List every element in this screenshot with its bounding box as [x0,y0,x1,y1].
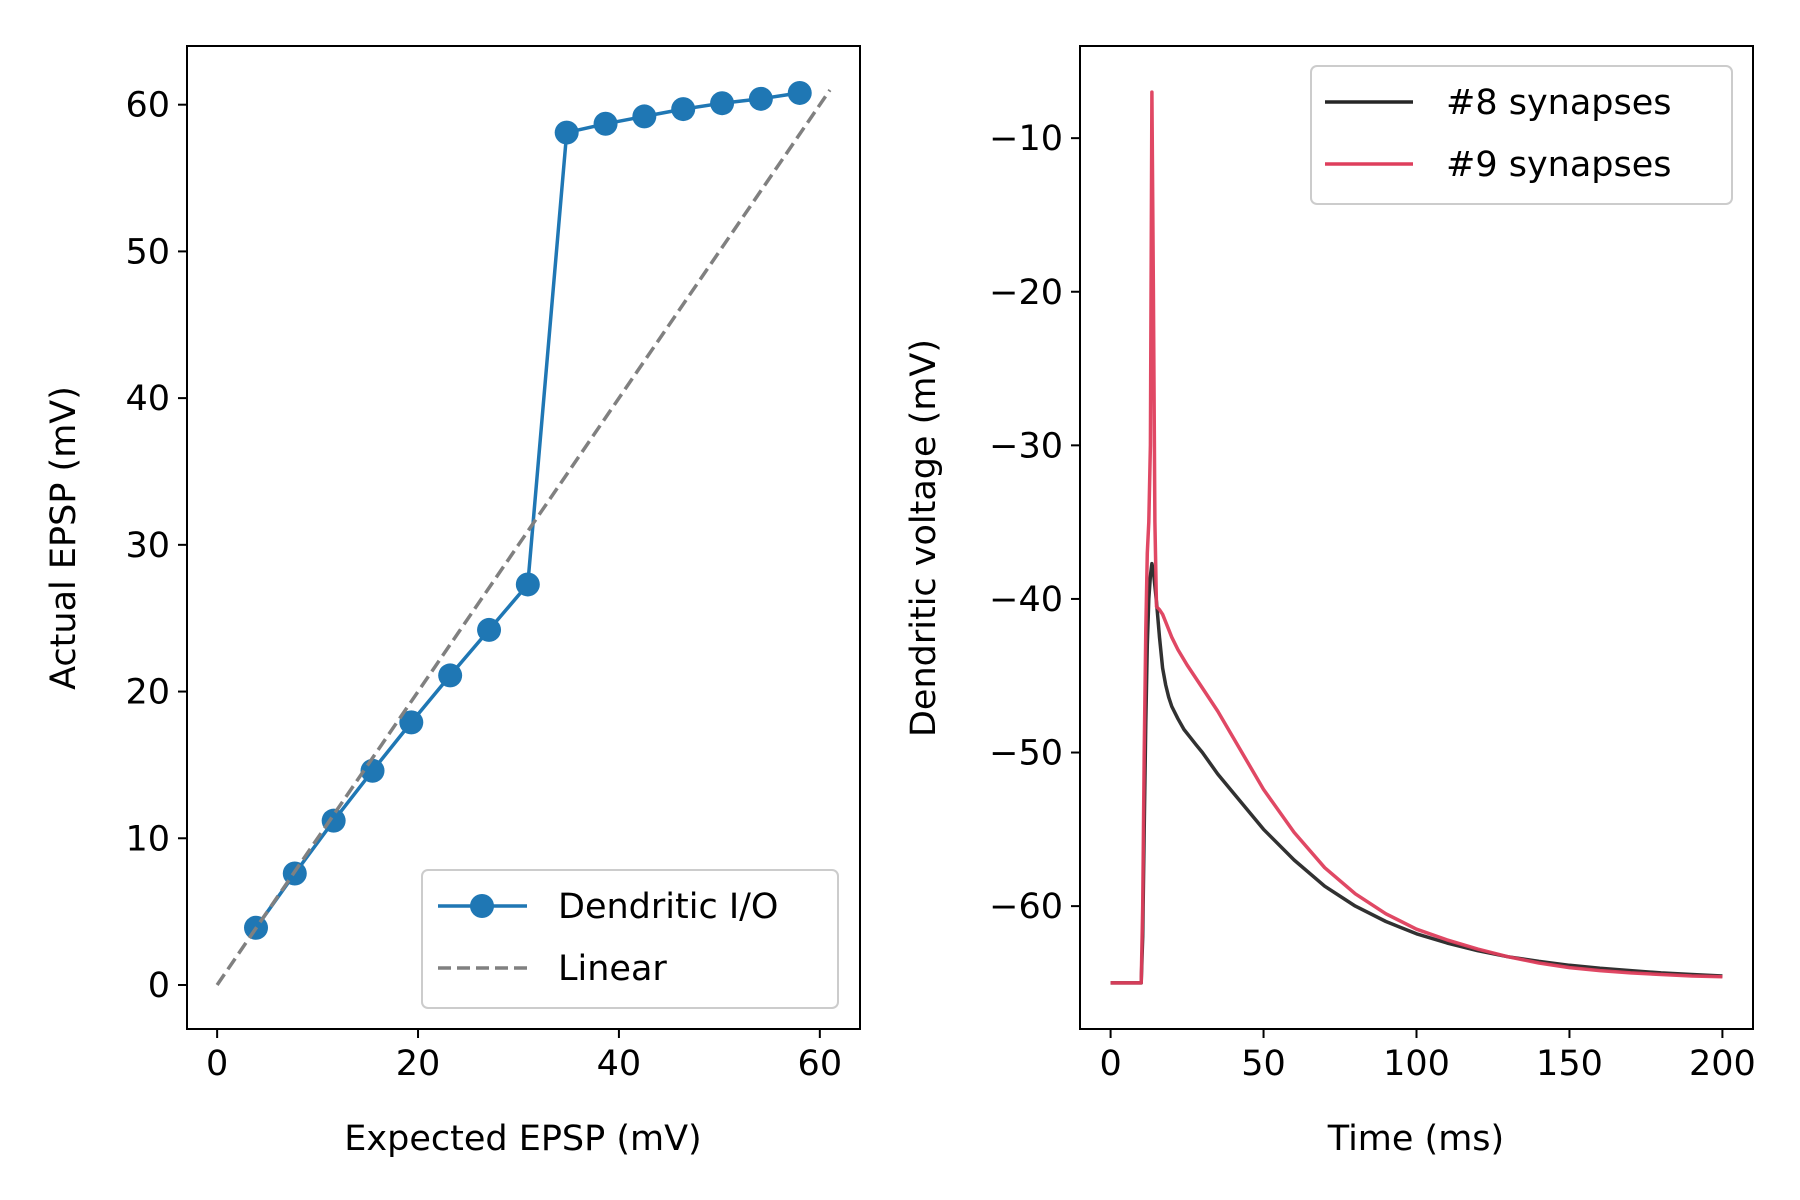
right-y-tick-label: −50 [989,734,1063,774]
data-point-dendritic-i-o [321,808,346,833]
right-ticks: 0 50 100 150 200 −10 −20 −30 −40 −50 −60 [989,119,1756,1084]
right-y-tick-label: −20 [989,273,1063,313]
left-x-tick-label: 0 [206,1044,228,1084]
series-line-9-synapses [1110,90,1723,985]
right-legend-box [1310,65,1733,205]
right-x-tick-label: 100 [1383,1044,1450,1084]
legend-label-8-synapses: #8 synapses [1446,83,1672,123]
right-y-axis-label: Dendritic voltage (mV) [904,339,944,737]
left-axes-frame [186,45,861,1030]
right-panel-dendritic-voltage: 0 50 100 150 200 −10 −20 −30 −40 −50 −60 Time (ms)… [904,45,1756,1159]
data-point-dendritic-i-o [748,86,773,111]
left-x-axis-label: Expected EPSP (mV) [344,1119,701,1159]
left-y-tick-label: 50 [125,232,170,272]
data-point-dendritic-i-o [554,120,579,145]
left-y-tick-label: 10 [125,819,170,859]
data-point-dendritic-i-o [399,710,424,735]
left-x-tick-label: 20 [396,1044,441,1084]
right-x-tick-label: 150 [1536,1044,1603,1084]
left-y-tick-label: 40 [125,379,170,419]
left-y-axis-label: Actual EPSP (mV) [44,386,84,690]
left-y-tick-label: 20 [125,673,170,713]
right-x-tick-label: 200 [1689,1044,1756,1084]
legend-label-9-synapses: #9 synapses [1446,145,1672,185]
right-y-tick-label: −40 [989,580,1063,620]
right-legend: #8 synapses #9 synapses [1310,65,1733,205]
series-line-linear [215,89,832,986]
legend-label-linear: Linear [558,949,667,989]
data-point-dendritic-i-o [477,617,502,642]
left-plot-area [215,80,832,986]
right-plot-area [1110,90,1723,985]
data-point-dendritic-i-o [593,111,618,136]
left-y-tick-label: 0 [148,966,170,1006]
data-point-dendritic-i-o [632,104,657,129]
data-point-dendritic-i-o [710,91,735,116]
right-y-tick-label: −10 [989,119,1063,159]
right-y-tick-label: −60 [989,887,1063,927]
left-legend: Dendritic I/O Linear [421,869,839,1009]
data-point-dendritic-i-o [515,572,540,597]
left-ticks: 0 20 40 60 0 10 20 30 40 50 60 [125,86,842,1084]
right-x-tick-label: 0 [1099,1044,1121,1084]
legend-label-dendritic-io: Dendritic I/O [558,887,778,927]
data-point-dendritic-i-o [671,97,696,122]
right-y-tick-label: −30 [989,426,1063,466]
right-x-tick-label: 50 [1241,1044,1286,1084]
legend-marker-dendritic-io [470,894,494,918]
data-point-dendritic-i-o [787,80,812,105]
right-x-axis-label: Time (ms) [1327,1119,1504,1159]
left-y-tick-label: 30 [125,526,170,566]
left-x-tick-label: 40 [597,1044,642,1084]
data-point-dendritic-i-o [438,663,463,688]
left-x-tick-label: 60 [798,1044,843,1084]
left-y-tick-label: 60 [125,86,170,126]
